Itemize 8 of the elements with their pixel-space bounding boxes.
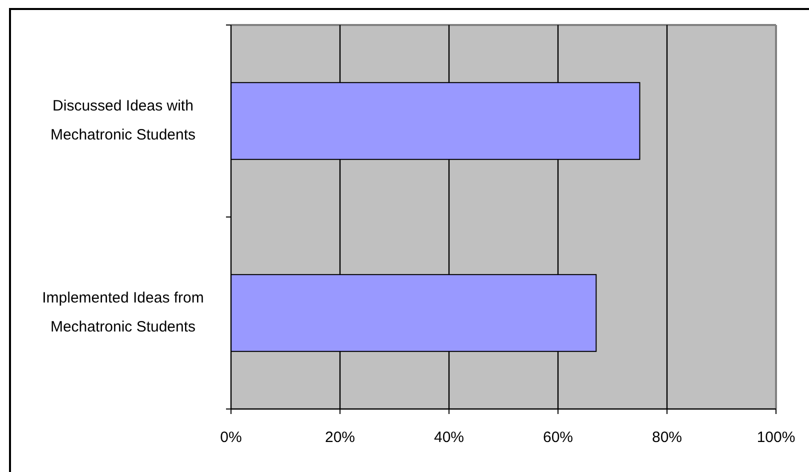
x-tick-label: 20% [324, 429, 356, 446]
y-tick-label: Implemented Ideas from Mechatronic Students [42, 289, 204, 336]
x-tick-label: 100% [756, 429, 796, 446]
x-tick-label: 0% [220, 429, 242, 446]
x-tick-label: 60% [542, 429, 574, 446]
y-tick-label: Discussed Ideas with Mechatronic Students [50, 97, 196, 144]
x-tick-label: 40% [434, 429, 464, 446]
x-tick-label: 80% [652, 429, 682, 446]
